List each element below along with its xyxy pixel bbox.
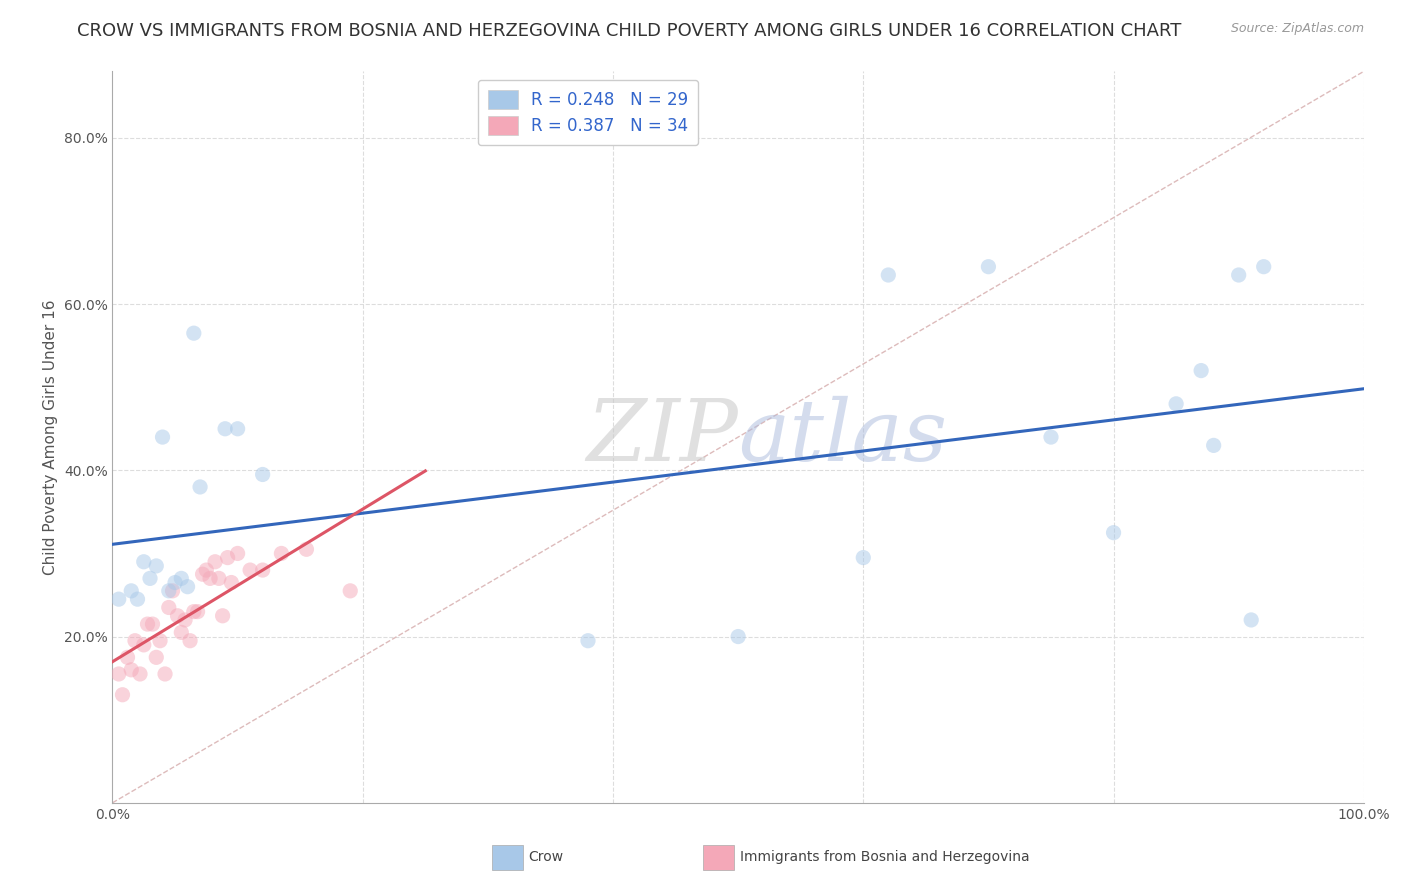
Point [117,650,139,665]
Point [1102,525,1125,540]
Text: Crow: Crow [529,850,564,864]
Point [176,580,198,594]
Point [295,542,318,557]
Point [141,617,163,632]
Point [107,667,129,681]
Legend: R = 0.248   N = 29, R = 0.387   N = 34: R = 0.248 N = 29, R = 0.387 N = 34 [478,79,699,145]
Text: atlas: atlas [738,396,948,478]
Point [157,583,180,598]
Point [226,546,249,560]
Point [120,583,142,598]
Point [226,422,249,436]
Point [188,480,211,494]
Point [139,571,162,585]
Point [198,571,221,585]
Point [852,550,875,565]
Point [124,633,146,648]
Point [127,592,149,607]
Text: Immigrants from Bosnia and Herzegovina: Immigrants from Bosnia and Herzegovina [740,850,1029,864]
Point [191,567,214,582]
Point [145,650,167,665]
Point [166,608,188,623]
Point [152,430,174,444]
Point [162,583,184,598]
Point [1164,397,1187,411]
Point [576,633,599,648]
Point [252,467,274,482]
Point [877,268,900,282]
Point [129,667,152,681]
Point [1039,430,1063,444]
Point [111,688,134,702]
Point [270,546,292,560]
Point [145,558,167,573]
Point [339,583,361,598]
Point [136,617,159,632]
Point [107,592,129,607]
Point [208,571,231,585]
Point [153,667,176,681]
Point [1253,260,1275,274]
Point [1240,613,1263,627]
Point [163,575,186,590]
Point [187,605,209,619]
Point [977,260,1000,274]
Point [132,555,155,569]
Point [1189,363,1212,377]
Point [183,605,205,619]
Point [195,563,218,577]
Point [174,613,197,627]
Point [170,571,193,585]
Text: ZIP: ZIP [586,396,738,478]
Point [239,563,262,577]
Point [221,575,243,590]
Point [157,600,180,615]
Point [120,663,142,677]
Point [727,630,749,644]
Point [1202,438,1225,452]
Point [149,633,172,648]
Point [252,563,274,577]
Point [170,625,193,640]
Point [211,608,233,623]
Point [183,326,205,341]
Point [1227,268,1250,282]
Text: CROW VS IMMIGRANTS FROM BOSNIA AND HERZEGOVINA CHILD POVERTY AMONG GIRLS UNDER 1: CROW VS IMMIGRANTS FROM BOSNIA AND HERZE… [77,22,1181,40]
Point [179,633,201,648]
Point [132,638,155,652]
Point [214,422,236,436]
Point [204,555,226,569]
Y-axis label: Child Poverty Among Girls Under 16: Child Poverty Among Girls Under 16 [44,300,58,574]
Text: Source: ZipAtlas.com: Source: ZipAtlas.com [1230,22,1364,36]
Point [217,550,239,565]
